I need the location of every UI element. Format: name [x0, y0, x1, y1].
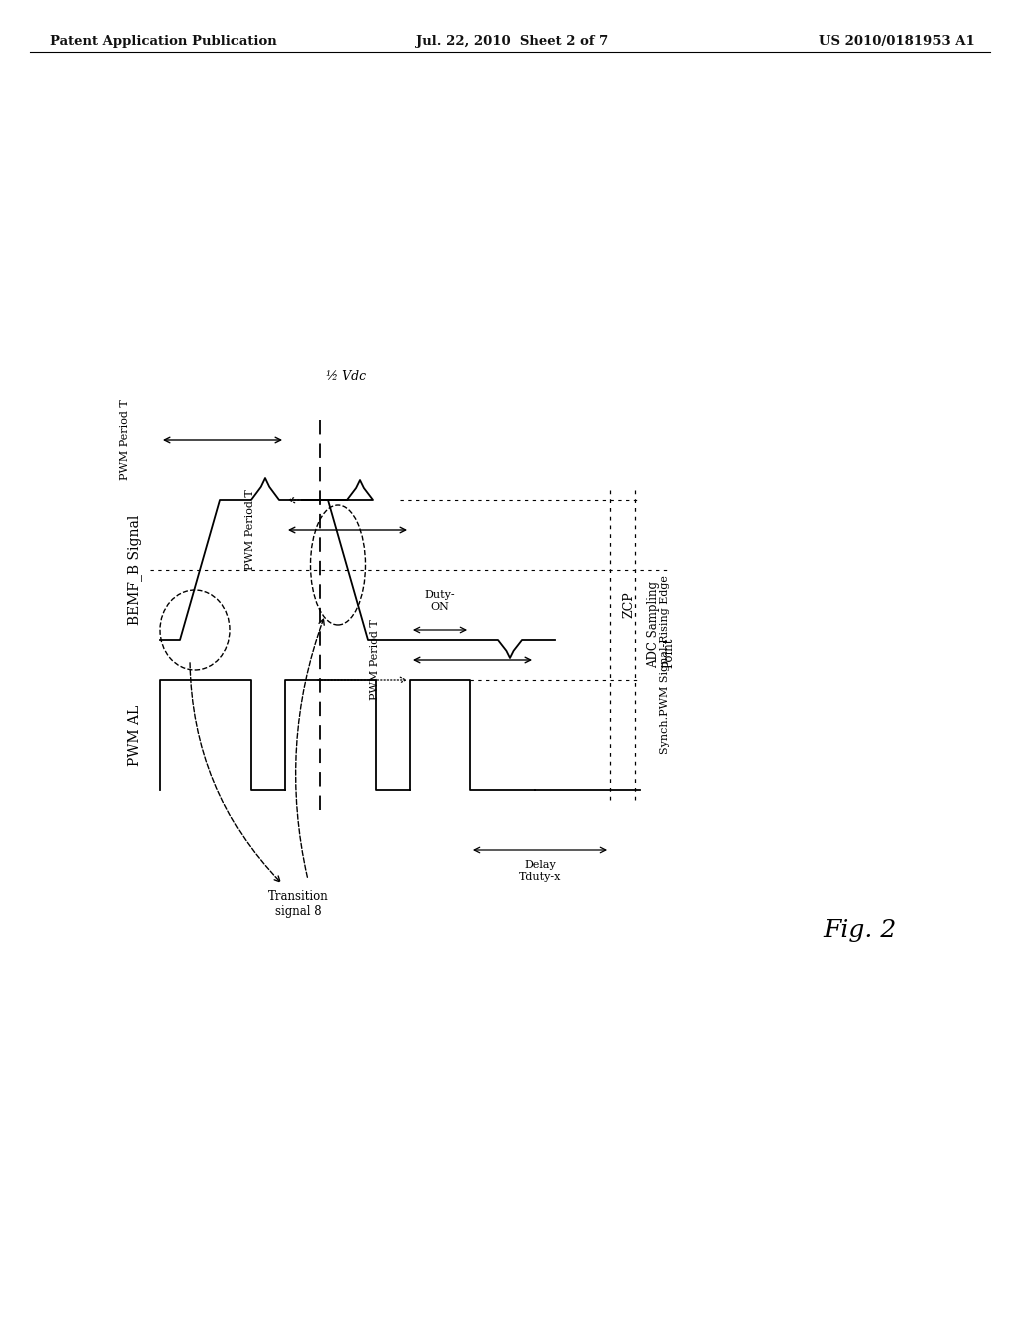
Text: Delay
Tduty-x: Delay Tduty-x	[519, 861, 561, 882]
Text: ADC Sampling
Point: ADC Sampling Point	[647, 582, 675, 668]
Text: US 2010/0181953 A1: US 2010/0181953 A1	[819, 36, 975, 48]
Text: PWM Period T: PWM Period T	[245, 490, 255, 570]
Text: Fig. 2: Fig. 2	[823, 919, 897, 941]
Text: PWM AL: PWM AL	[128, 705, 142, 766]
Text: PWM Period T: PWM Period T	[120, 400, 130, 480]
Text: Jul. 22, 2010  Sheet 2 of 7: Jul. 22, 2010 Sheet 2 of 7	[416, 36, 608, 48]
Text: ½ Vdc: ½ Vdc	[326, 370, 367, 383]
Text: Patent Application Publication: Patent Application Publication	[50, 36, 276, 48]
Text: ZCP: ZCP	[622, 591, 635, 618]
Text: Duty-
ON: Duty- ON	[425, 590, 456, 612]
Text: PWM Period T: PWM Period T	[370, 619, 380, 701]
Text: Synch.PWM Signal-Rising Edge: Synch.PWM Signal-Rising Edge	[660, 576, 670, 755]
Text: Transition
signal 8: Transition signal 8	[267, 890, 329, 917]
Text: BEMF_B Signal: BEMF_B Signal	[128, 515, 142, 626]
